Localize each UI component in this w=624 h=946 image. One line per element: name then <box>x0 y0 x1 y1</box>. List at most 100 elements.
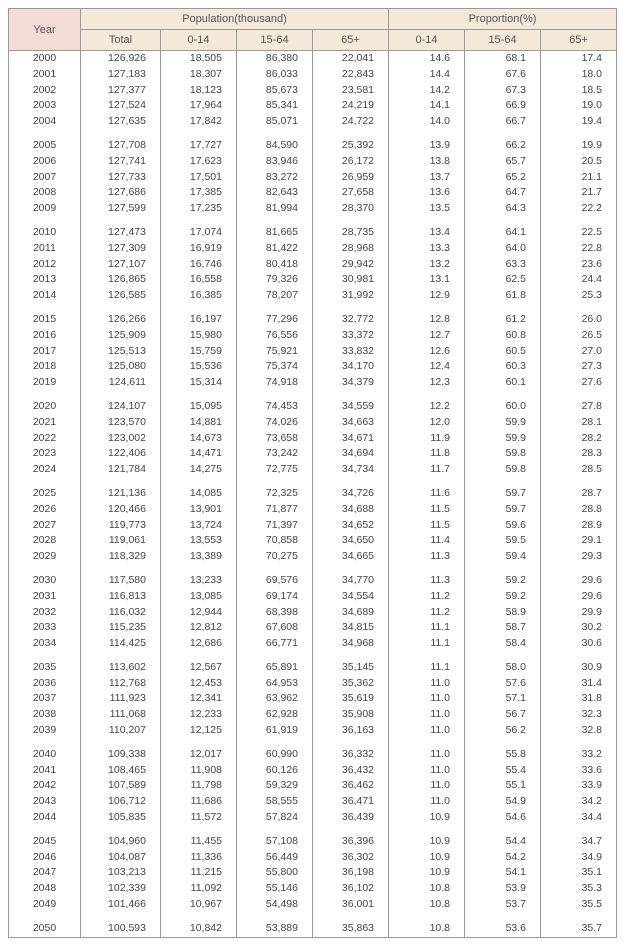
cell-value: 60,990 <box>237 747 313 763</box>
cell-year: 2010 <box>9 225 81 241</box>
cell-value: 32.3 <box>541 707 617 723</box>
table-row: 2001127,18318,30786,03322,84314.467.618.… <box>9 67 617 83</box>
cell-value: 55,146 <box>237 881 313 897</box>
cell-value: 34,170 <box>313 359 389 375</box>
cell-value: 14.1 <box>389 98 465 114</box>
cell-year: 2032 <box>9 605 81 621</box>
cell-value: 74,453 <box>237 399 313 415</box>
cell-value: 127,741 <box>81 154 161 170</box>
cell-value: 11,798 <box>161 778 237 794</box>
header-prop-65p: 65+ <box>541 30 617 51</box>
cell-value: 119,773 <box>81 518 161 534</box>
cell-value: 104,087 <box>81 850 161 866</box>
cell-value: 10.9 <box>389 810 465 826</box>
cell-value: 17,727 <box>161 138 237 154</box>
cell-year: 2003 <box>9 98 81 114</box>
cell-value: 27,658 <box>313 185 389 201</box>
cell-value: 25.3 <box>541 288 617 304</box>
cell-year: 2015 <box>9 312 81 328</box>
cell-value: 34,379 <box>313 375 389 391</box>
cell-value: 21.7 <box>541 185 617 201</box>
cell-value: 75,921 <box>237 344 313 360</box>
cell-value: 13,724 <box>161 518 237 534</box>
cell-value: 11.5 <box>389 502 465 518</box>
cell-value: 13.3 <box>389 241 465 257</box>
cell-value: 33,832 <box>313 344 389 360</box>
cell-value: 11.2 <box>389 605 465 621</box>
cell-value: 61.8 <box>465 288 541 304</box>
cell-value: 126,865 <box>81 272 161 288</box>
cell-year: 2047 <box>9 865 81 881</box>
cell-value: 19.4 <box>541 114 617 130</box>
cell-value: 68,398 <box>237 605 313 621</box>
cell-value: 60.3 <box>465 359 541 375</box>
cell-value: 80,418 <box>237 257 313 273</box>
cell-value: 10.8 <box>389 881 465 897</box>
cell-value: 55.1 <box>465 778 541 794</box>
cell-value: 126,266 <box>81 312 161 328</box>
cell-value: 17.4 <box>541 51 617 67</box>
cell-value: 111,923 <box>81 691 161 707</box>
cell-value: 127,524 <box>81 98 161 114</box>
cell-value: 27.0 <box>541 344 617 360</box>
cell-value: 112,768 <box>81 676 161 692</box>
cell-value: 14,881 <box>161 415 237 431</box>
table-row: 2048102,33911,09255,14636,10210.853.935.… <box>9 881 617 897</box>
cell-year: 2041 <box>9 763 81 779</box>
cell-value: 11.3 <box>389 549 465 565</box>
cell-year: 2035 <box>9 660 81 676</box>
cell-value: 53.7 <box>465 897 541 913</box>
cell-value: 13,085 <box>161 589 237 605</box>
table-row: 2018125,08015,53675,37434,17012.460.327.… <box>9 359 617 375</box>
spacer-row <box>9 391 617 399</box>
cell-value: 64.3 <box>465 201 541 217</box>
cell-value: 10.9 <box>389 850 465 866</box>
cell-value: 54.2 <box>465 850 541 866</box>
cell-value: 25,392 <box>313 138 389 154</box>
cell-value: 28,968 <box>313 241 389 257</box>
cell-value: 81,422 <box>237 241 313 257</box>
cell-value: 59.2 <box>465 589 541 605</box>
cell-value: 12.4 <box>389 359 465 375</box>
table-row: 2007127,73317,50183,27226,95913.765.221.… <box>9 170 617 186</box>
cell-value: 60,126 <box>237 763 313 779</box>
cell-value: 13.6 <box>389 185 465 201</box>
cell-year: 2045 <box>9 834 81 850</box>
table-row: 2006127,74117,62383,94626,17213.865.720.… <box>9 154 617 170</box>
cell-value: 13,233 <box>161 573 237 589</box>
table-row: 2043106,71211,68658,55536,47111.054.934.… <box>9 794 617 810</box>
cell-value: 62,928 <box>237 707 313 723</box>
cell-year: 2024 <box>9 462 81 478</box>
cell-value: 27.3 <box>541 359 617 375</box>
header-year: Year <box>9 9 81 51</box>
cell-value: 16,385 <box>161 288 237 304</box>
cell-value: 61,919 <box>237 723 313 739</box>
header-prop-15-64: 15-64 <box>465 30 541 51</box>
cell-value: 127,377 <box>81 83 161 99</box>
cell-value: 59.9 <box>465 415 541 431</box>
cell-value: 111,068 <box>81 707 161 723</box>
table-row: 2038111,06812,23362,92835,90811.056.732.… <box>9 707 617 723</box>
spacer-row <box>9 739 617 747</box>
cell-value: 120,466 <box>81 502 161 518</box>
cell-value: 24,722 <box>313 114 389 130</box>
cell-value: 36,332 <box>313 747 389 763</box>
cell-value: 34.4 <box>541 810 617 826</box>
cell-value: 12,233 <box>161 707 237 723</box>
cell-value: 110,207 <box>81 723 161 739</box>
cell-value: 82,643 <box>237 185 313 201</box>
cell-value: 20.5 <box>541 154 617 170</box>
cell-value: 13.7 <box>389 170 465 186</box>
cell-value: 127,599 <box>81 201 161 217</box>
cell-value: 54,498 <box>237 897 313 913</box>
cell-value: 18.0 <box>541 67 617 83</box>
table-row: 2026120,46613,90171,87734,68811.559.728.… <box>9 502 617 518</box>
cell-value: 56.7 <box>465 707 541 723</box>
cell-value: 28.2 <box>541 431 617 447</box>
cell-value: 60.5 <box>465 344 541 360</box>
cell-value: 30.2 <box>541 620 617 636</box>
cell-value: 29.9 <box>541 605 617 621</box>
cell-value: 34,650 <box>313 533 389 549</box>
cell-value: 33.6 <box>541 763 617 779</box>
cell-value: 61.2 <box>465 312 541 328</box>
